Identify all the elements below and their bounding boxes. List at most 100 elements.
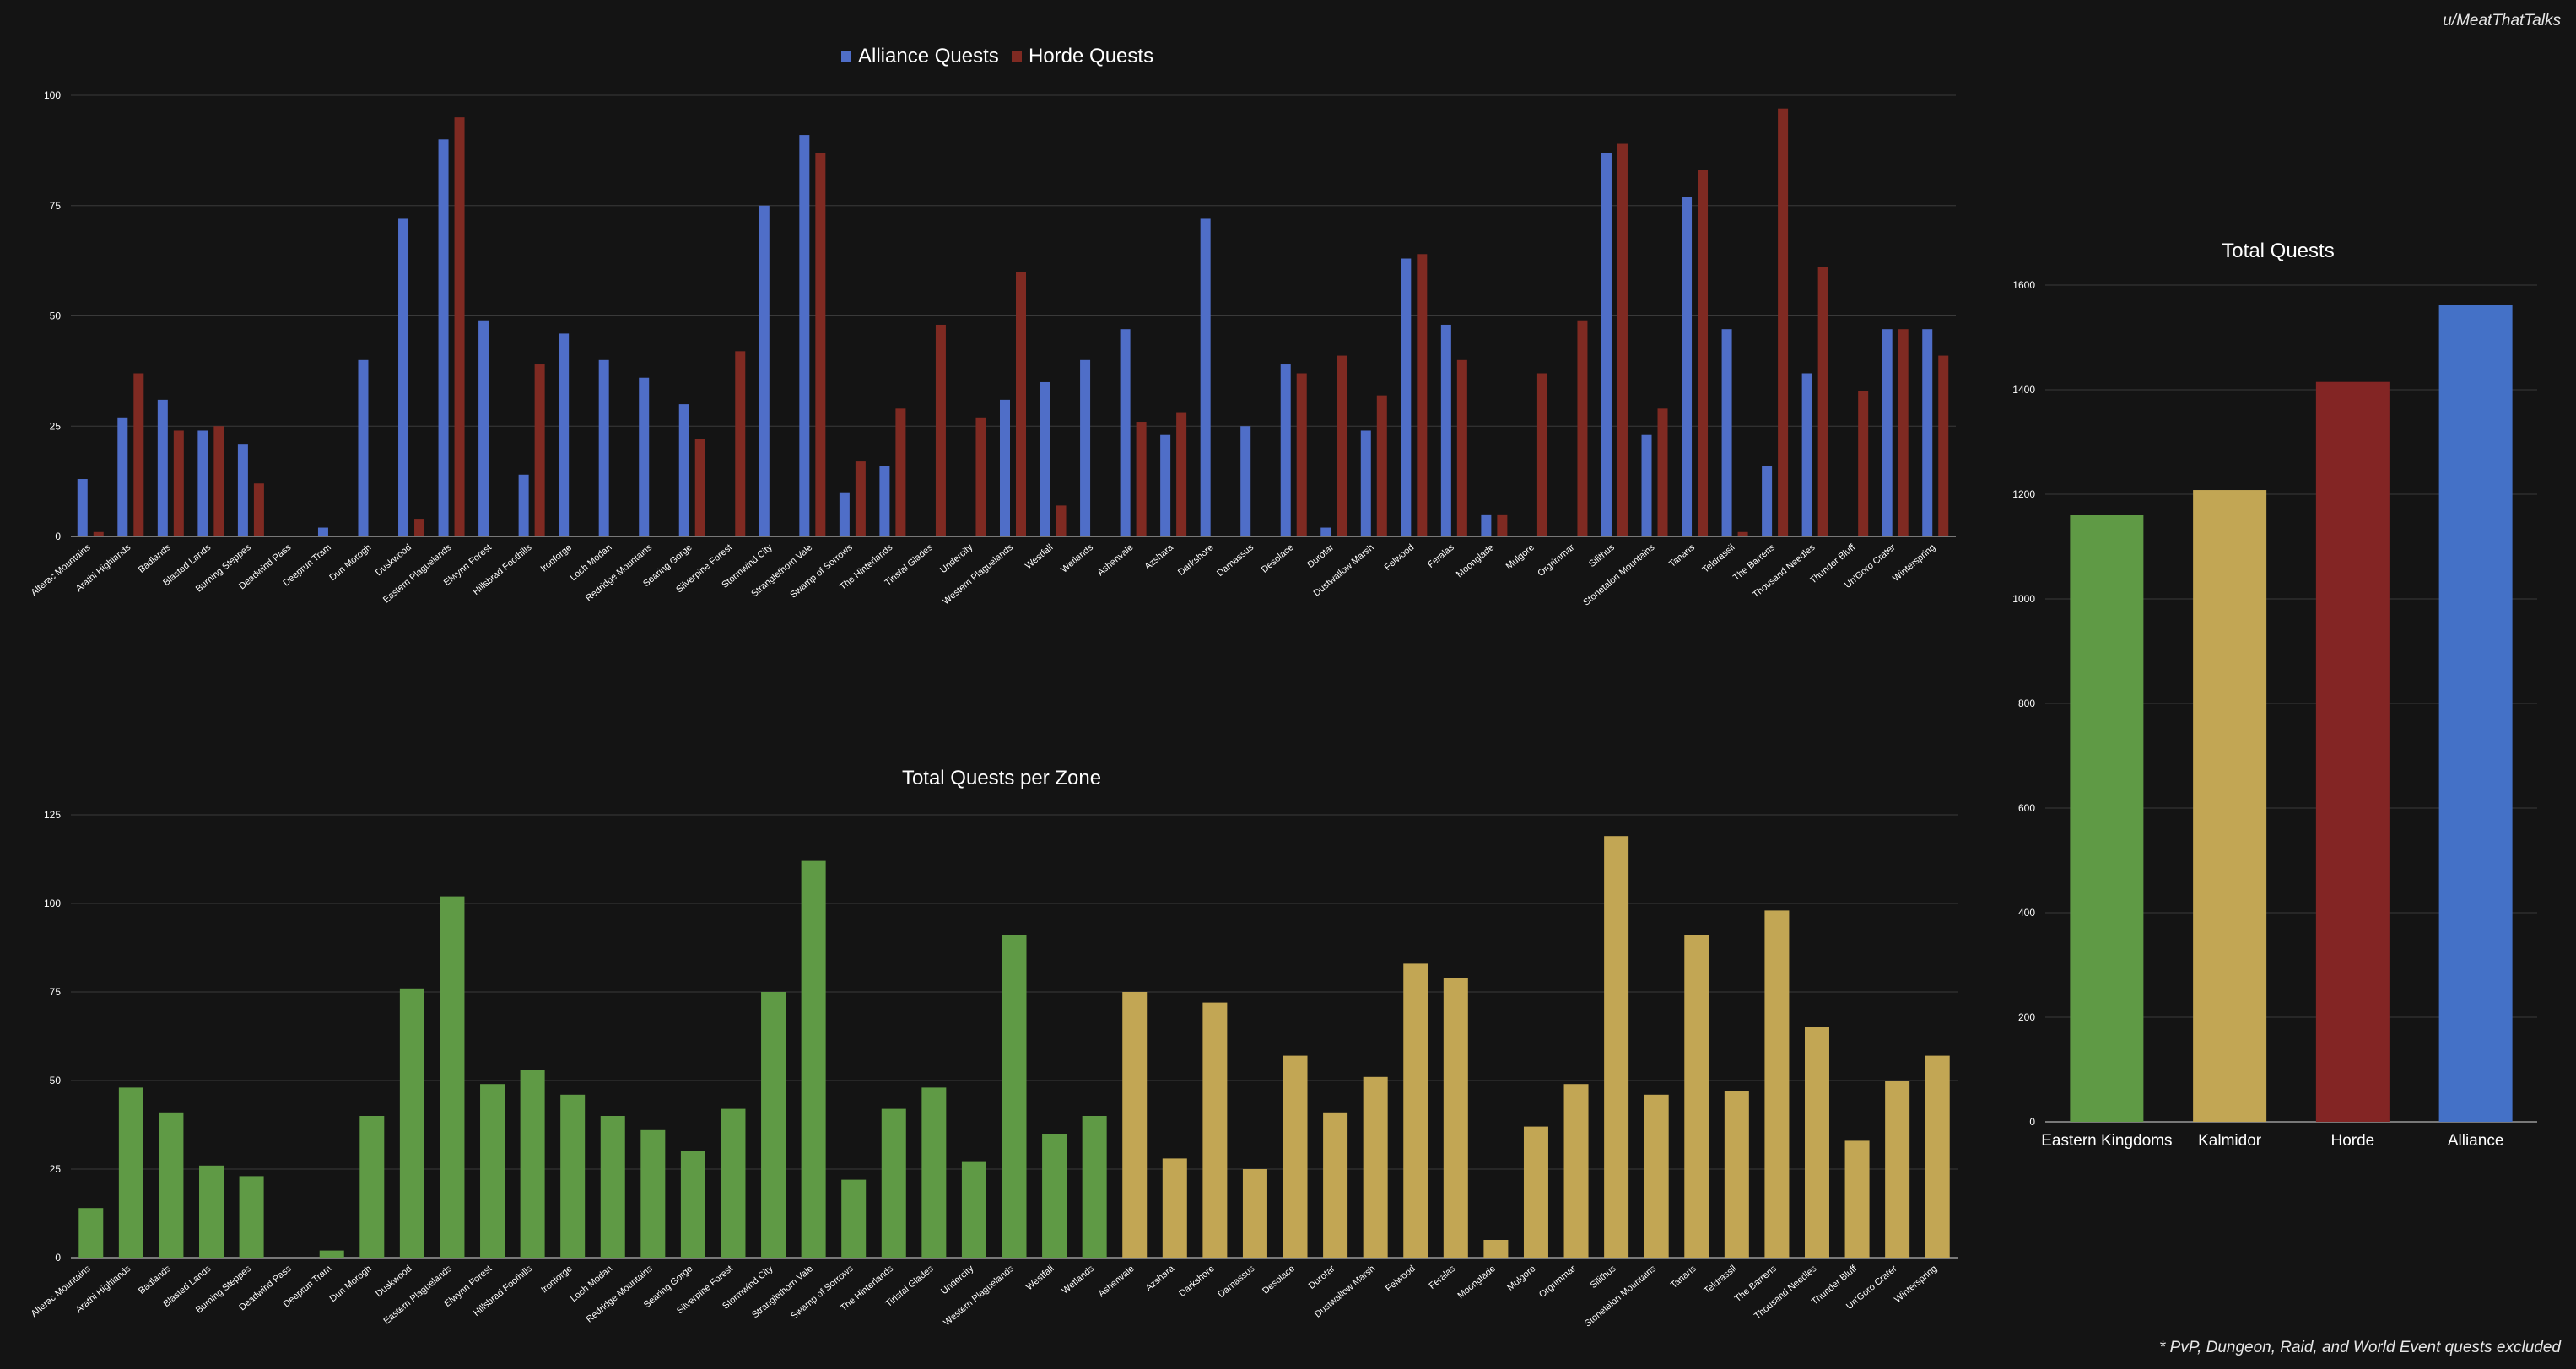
horde-bar <box>935 324 946 536</box>
y-tick-label: 100 <box>44 897 61 909</box>
alliance-bar <box>759 205 770 536</box>
y-tick-label: 400 <box>2018 907 2035 919</box>
y-tick-label: 125 <box>44 809 61 821</box>
legend: Alliance Quests Horde Quests <box>841 45 1153 67</box>
zone-total-bar <box>1363 1076 1388 1258</box>
y-tick-label: 200 <box>2018 1011 2035 1023</box>
x-tick-label: Eastern Kingdoms <box>2041 1132 2172 1150</box>
horde-bar <box>1056 505 1067 536</box>
horde-bar <box>1176 412 1187 536</box>
alliance-bar <box>1000 399 1010 536</box>
horde-bar <box>173 430 184 536</box>
zone-total-bar <box>118 1087 143 1258</box>
y-tick-label: 1200 <box>2012 488 2035 500</box>
zone-total-bar <box>78 1208 104 1258</box>
horde-bar <box>855 461 866 536</box>
zone-total-bar <box>1082 1116 1107 1258</box>
zone-total-bar <box>1323 1112 1348 1258</box>
y-tick-label: 25 <box>50 420 62 432</box>
x-tick-label: Dun Morogh <box>327 542 373 583</box>
alliance-bar <box>1801 373 1812 536</box>
alliance-bar <box>157 399 168 536</box>
zone-total-bar <box>1483 1240 1509 1258</box>
horde-bar <box>975 417 986 536</box>
legend-label: Alliance Quests <box>858 45 999 67</box>
total-bar <box>2438 305 2513 1122</box>
x-tick-label: Badlands <box>137 1264 173 1296</box>
horde-bar <box>213 426 224 536</box>
horde-bar <box>1417 254 1428 536</box>
zone-total-bar <box>440 896 465 1258</box>
zone-total-bar <box>1443 978 1468 1258</box>
legend-swatch-horde <box>1012 51 1022 62</box>
zone-total-bar <box>520 1070 545 1258</box>
zone-total-bar <box>841 1179 867 1258</box>
chart-title: Total Quests per Zone <box>902 767 1101 790</box>
x-tick-label: Stonetalon Mountains <box>1583 1264 1659 1329</box>
alliance-bar <box>598 359 609 536</box>
x-tick-label: Durotar <box>1307 1264 1337 1291</box>
x-tick-label: Desolace <box>1260 542 1296 575</box>
y-tick-label: 50 <box>50 1075 62 1086</box>
zone-total-bar <box>560 1094 586 1258</box>
alliance-bar <box>1240 426 1251 536</box>
zone-total-bar <box>1885 1081 1910 1258</box>
zone-total-bar <box>1804 1027 1829 1258</box>
x-tick-label: Undercity <box>938 542 975 575</box>
zone-total-bar <box>239 1176 264 1258</box>
horde-bar <box>1737 531 1748 536</box>
horde-bar <box>1456 359 1467 536</box>
x-tick-label: Mulgore <box>1505 1264 1537 1293</box>
y-tick-label: 75 <box>50 986 62 998</box>
alliance-bar <box>317 527 328 536</box>
x-tick-label: Azshara <box>1142 542 1175 573</box>
alliance-bar <box>1160 434 1171 536</box>
alliance-bar <box>799 135 810 536</box>
chart-title: Total Quests <box>2222 240 2334 262</box>
zone-total-bar <box>600 1116 625 1258</box>
horde-bar <box>93 531 104 536</box>
alliance-bar <box>1360 430 1371 536</box>
alliance-bar <box>1641 434 1652 536</box>
x-tick-label: Mulgore <box>1504 542 1536 572</box>
y-tick-label: 0 <box>2029 1116 2035 1128</box>
horde-bar <box>1577 320 1588 536</box>
horde-bar <box>815 152 826 537</box>
zone-total-bar <box>1925 1055 1950 1258</box>
x-tick-label: Azshara <box>1144 1264 1177 1294</box>
zone-total-bar <box>159 1112 184 1258</box>
horde-bar <box>1016 272 1026 536</box>
horde-bar <box>1617 143 1628 536</box>
x-tick-label: Eastern Plaguelands <box>381 1264 454 1327</box>
zone-total-bar <box>761 992 786 1258</box>
alliance-bar <box>1922 329 1933 536</box>
x-tick-label: Ironforge <box>539 542 574 574</box>
zone-total-bar <box>1283 1055 1308 1258</box>
zone-total-bar <box>680 1151 705 1258</box>
alliance-bar <box>1280 364 1291 536</box>
zone-total-bar <box>480 1084 505 1258</box>
horde-bar <box>133 373 144 536</box>
alliance-bar <box>879 466 890 536</box>
x-tick-label: Redridge Mountains <box>584 542 655 604</box>
zone-total-bar <box>319 1250 344 1258</box>
horde-bar <box>1376 395 1387 536</box>
y-tick-label: 800 <box>2018 698 2035 709</box>
alliance-bar <box>398 218 409 536</box>
zone-total-bar <box>1202 1002 1228 1258</box>
alliance-bar <box>1682 197 1693 537</box>
y-tick-label: 0 <box>55 1252 61 1264</box>
x-tick-label: Wetlands <box>1059 542 1095 575</box>
alliance-bar <box>1601 152 1612 537</box>
x-tick-label: Winterspring <box>1893 1264 1939 1305</box>
y-tick-label: 1000 <box>2012 593 2035 605</box>
alliance-bar <box>237 444 248 536</box>
zone-total-bar <box>1684 935 1709 1258</box>
alliance-bar <box>197 430 208 536</box>
x-tick-label: Alliance <box>2448 1132 2504 1150</box>
x-tick-label: Ashenvale <box>1097 1264 1137 1299</box>
alliance-bar <box>117 417 128 536</box>
horde-bar <box>1657 408 1668 536</box>
horde-bar <box>1296 373 1307 536</box>
